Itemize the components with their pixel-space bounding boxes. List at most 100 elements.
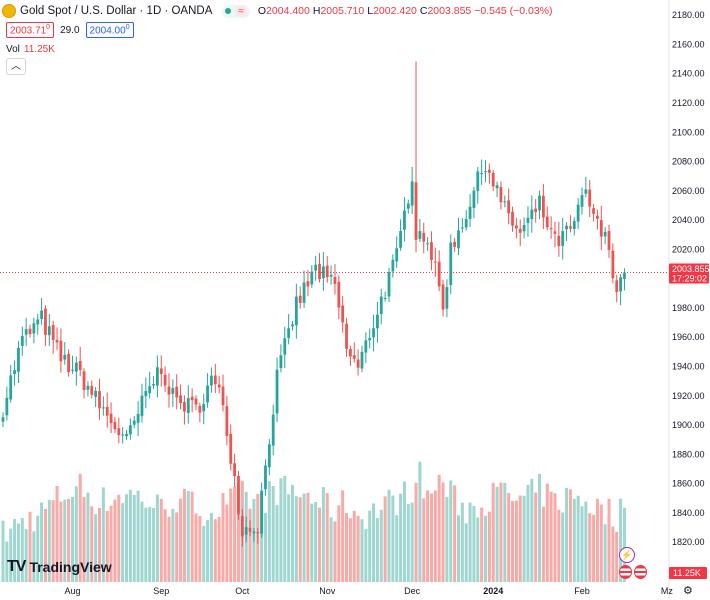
candle-body [468,206,472,219]
volume-bar [101,487,105,582]
candle-body [233,463,236,477]
candle-body [186,398,190,413]
candle-body [557,235,561,247]
volume-bar [171,508,175,582]
volume-bar [283,475,287,582]
candle-body [275,369,279,414]
candle-body [403,210,406,230]
volume-bar [538,473,542,582]
candle-body [24,329,28,335]
volume-bar [206,519,210,582]
candle-body [267,444,271,468]
time-tick-label: 2024 [483,586,503,596]
candle-body [63,354,67,360]
candle-body [329,274,333,277]
volume-bar [94,514,98,582]
tradingview-logo[interactable]: TV TradingView [7,558,112,576]
volume-bar [225,504,229,582]
volume-bar [588,513,592,582]
candle-body [132,420,136,425]
candle-body [206,385,209,403]
volume-bar [267,481,271,582]
volume-bar [271,486,275,582]
sell-price-button[interactable]: 2003.710 [6,22,55,39]
buy-price-button[interactable]: 2004.000 [85,22,134,39]
candle-body [217,384,221,388]
candle-body [549,228,553,230]
volume-bar [514,500,518,582]
symbol-title[interactable]: Gold Spot / U.S. Dollar · 1D · OANDA [20,5,213,17]
volume-legend: Vol 11.25K [6,44,55,55]
volume-bar [553,493,557,582]
candle-body [449,242,453,286]
last-price-badge [669,263,709,284]
volume-bar [302,493,306,582]
volume-bar [418,461,422,582]
candle-body [55,339,59,343]
candle-body [17,347,20,372]
candle-body [310,271,314,285]
collapse-chevron-icon[interactable]: ︿ [6,58,26,75]
market-status-pill[interactable]: ≈ [222,4,250,18]
candle-body [526,217,530,223]
time-tick-label: Oct [235,586,250,596]
events-flags[interactable] [619,565,647,579]
volume-bar [530,478,534,582]
volume-bar [437,474,441,582]
candle-body [125,433,128,437]
candle-body [71,369,74,371]
candle-body [349,349,352,357]
volume-bar [383,496,387,582]
volume-bar [24,529,28,582]
volume-bar [263,512,267,582]
gear-icon[interactable]: ⚙ [683,585,693,597]
price-tick-label: 1820.00 [672,537,705,547]
volume-bar [592,514,596,582]
candle-body [283,338,287,355]
price-tick-label: 1940.00 [672,362,705,372]
candle-body [592,208,595,214]
volume-bar [615,531,619,582]
candle-body [210,375,213,386]
candle-body [325,265,329,278]
candle-body [352,355,356,359]
candle-body [514,225,518,229]
candle-body [426,243,429,245]
time-tick-label: Mz [661,586,673,596]
volume-bar [229,488,233,582]
candle-body [74,362,78,372]
volume-bar [580,506,584,582]
volume-bar [43,508,47,582]
compare-icon: ≈ [235,5,247,17]
volume-bar [518,495,522,582]
volume-bar [534,492,538,582]
volume-bar [541,506,545,582]
candle-body [418,231,422,239]
volume-bar [464,523,468,582]
volume-bar [1,520,5,582]
volume-bar [221,493,225,582]
candle-body [572,221,576,229]
candle-body [395,248,399,262]
candle-body [387,272,391,297]
volume-bar [13,519,17,582]
us-flag-icon [619,565,632,579]
volume-bar [480,507,484,582]
time-tick-label: Aug [64,586,80,596]
volume-bar [20,518,24,582]
candle-body [545,216,549,228]
volume-bar [476,517,480,582]
volume-bar [499,482,503,582]
lightning-icon[interactable]: ⚡ [619,547,635,563]
volume-bar [379,509,383,582]
price-tick-label: 2140.00 [672,69,705,79]
volume-bar [47,499,51,582]
candle-body [376,314,379,329]
volume-bar [345,513,349,582]
volume-bar [209,513,213,582]
volume-bar [128,489,132,582]
candle-body [67,354,71,373]
volume-bar [526,484,530,582]
volume-bar [109,505,113,582]
